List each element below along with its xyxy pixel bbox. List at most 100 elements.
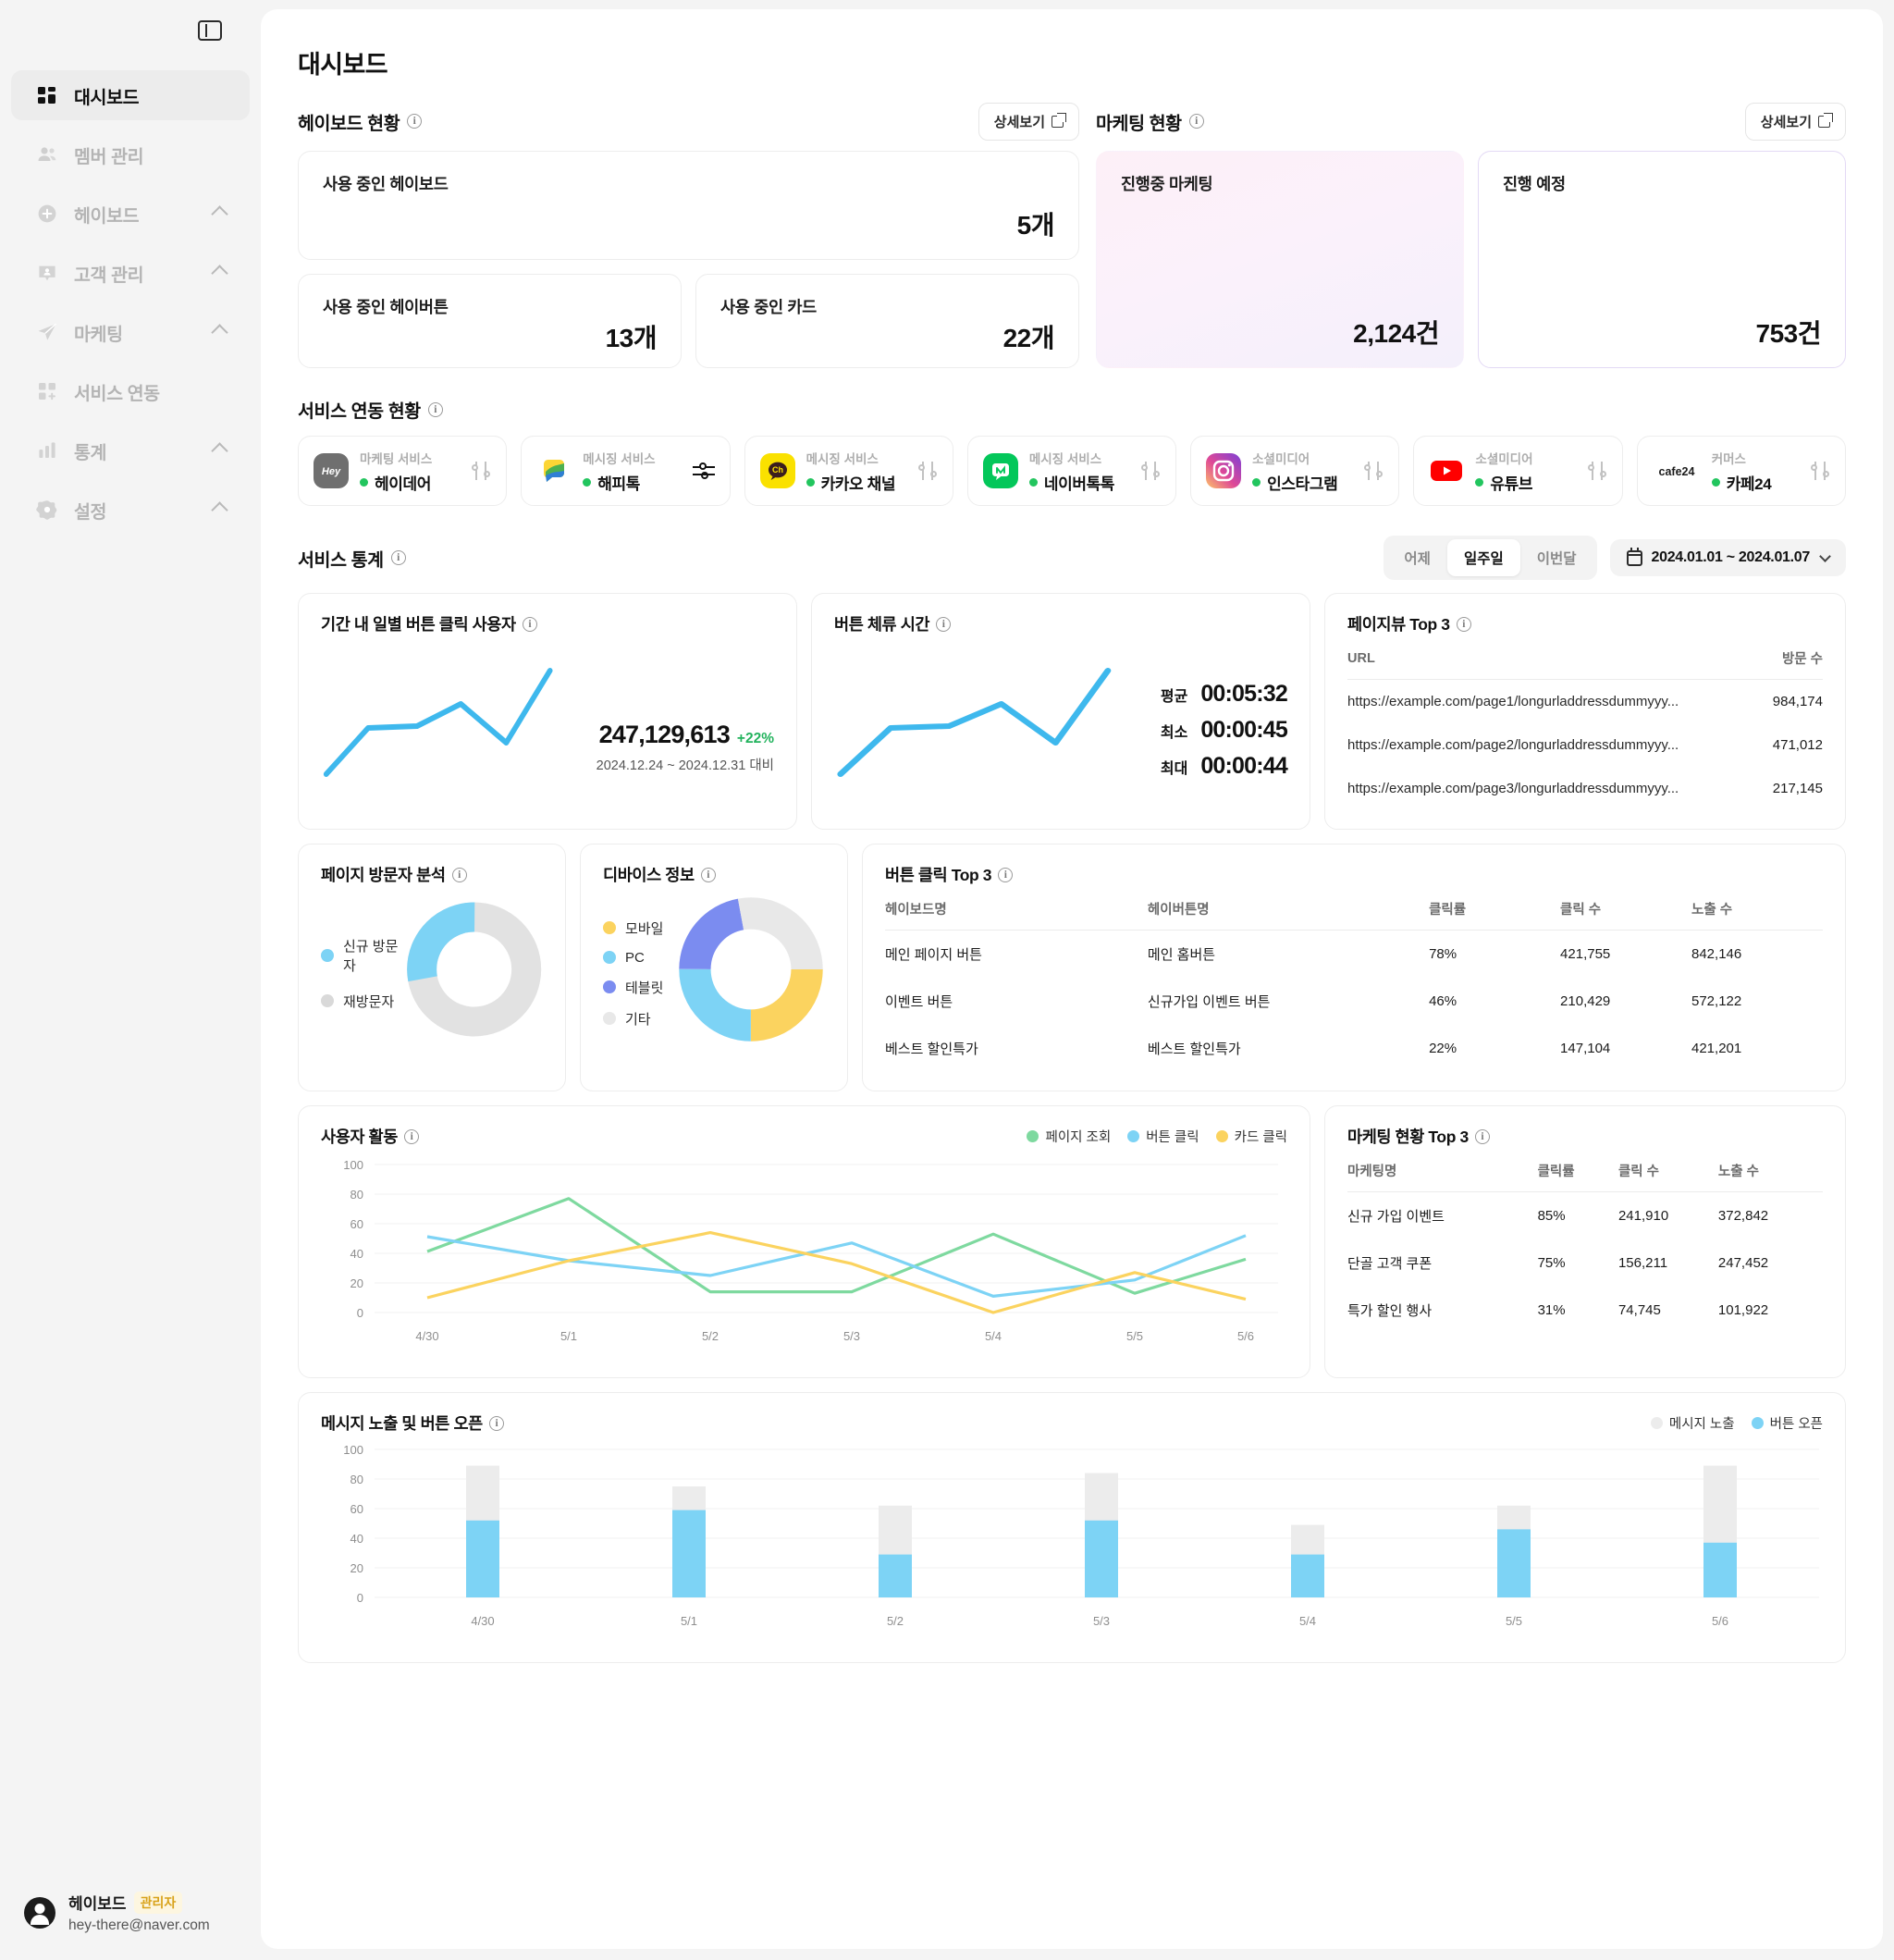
info-icon[interactable]: i: [1456, 616, 1471, 632]
pageview-table: URL 방문 수 https://example.com/page1/longu…: [1347, 635, 1823, 810]
service-name: 인스타그램: [1267, 475, 1338, 493]
card-title-text: 버튼 클릭 Top 3: [885, 866, 992, 884]
table-row[interactable]: 베스트 할인특가 베스트 할인특가 22% 147,104 421,201: [885, 1025, 1823, 1072]
service-card-kakao-channel[interactable]: Ch 메시징 서비스 카카오 채널: [744, 436, 953, 506]
table-row[interactable]: 신규 가입 이벤트 85% 241,910 372,842: [1347, 1192, 1823, 1240]
cell-impressions: 247,452: [1717, 1255, 1769, 1271]
service-card-happytalk[interactable]: 메시징 서비스 해피톡: [521, 436, 731, 506]
heyboard-detail-button[interactable]: 상세보기: [978, 102, 1079, 141]
table-row[interactable]: 단골 고객 쿠폰 75% 156,211 247,452: [1347, 1239, 1823, 1287]
column-header-ctr: 클릭률: [1537, 1148, 1618, 1192]
sidebar-item-label: 마케팅: [74, 324, 123, 345]
legend-color-swatch: [1215, 1130, 1228, 1142]
external-link-icon: [1052, 112, 1066, 128]
svg-text:4/30: 4/30: [415, 1329, 438, 1343]
sidebar-nav: 대시보드 멤버 관리 헤이보드 고객 관리: [0, 70, 261, 544]
service-stats-header: 서비스 통계 i 어제 일주일 이번달 2024.01.01 ~ 2024.01…: [298, 536, 1846, 580]
status-dot: [360, 477, 368, 487]
range-option-week[interactable]: 일주일: [1446, 539, 1520, 576]
status-dot: [1252, 477, 1261, 487]
cell-clicks: 156,211: [1617, 1255, 1668, 1271]
card-message-open: 메시지 노출 및 버튼 오픈 i 메시지 노출 버튼 오픈 100 80 60 40 2…: [298, 1392, 1846, 1663]
info-icon[interactable]: i: [522, 616, 537, 632]
card-user-activity: 사용자 활동 i 페이지 조회 버튼 클릭 카드 클릭 100 80 60: [298, 1105, 1310, 1378]
service-card-cafe24[interactable]: cafe24 커머스 카페24: [1636, 436, 1846, 506]
chevron-down-icon: [1819, 549, 1831, 562]
table-row[interactable]: 특가 할인 행사 31% 74,745 101,922: [1347, 1287, 1823, 1334]
panel-toggle-icon[interactable]: [198, 20, 222, 41]
info-icon[interactable]: i: [427, 401, 443, 417]
info-icon[interactable]: i: [403, 1128, 419, 1144]
info-icon[interactable]: i: [407, 114, 423, 129]
cell-impressions: 101,922: [1717, 1302, 1769, 1318]
sidebar-item-marketing[interactable]: 마케팅: [11, 307, 250, 357]
sidebar-item-heyboard[interactable]: 헤이보드: [11, 189, 250, 239]
cell-button: 베스트 할인특가: [1147, 1042, 1241, 1057]
marketing-detail-button[interactable]: 상세보기: [1744, 102, 1846, 141]
settings-sliders-icon[interactable]: [917, 462, 938, 480]
sidebar-item-customers[interactable]: 고객 관리: [11, 248, 250, 298]
message-open-bar-chart: 100 80 60 40 20 0 4/30 5/1 5/2 5/3 5/4 5/5 5/6: [343, 1443, 1819, 1628]
svg-text:cafe24: cafe24: [1658, 465, 1694, 478]
table-row[interactable]: 이벤트 버튼 신규가입 이벤트 버튼 46% 210,429 572,122: [885, 978, 1823, 1025]
settings-sliders-icon[interactable]: [692, 462, 715, 480]
stat-value: 753건: [1755, 319, 1822, 348]
settings-sliders-icon[interactable]: [471, 462, 491, 480]
service-card-heydear[interactable]: Hey 마케팅 서비스 헤이데어: [298, 436, 508, 506]
settings-sliders-icon[interactable]: [1810, 462, 1830, 480]
table-row[interactable]: https://example.com/page3/longurladdress…: [1347, 767, 1823, 810]
settings-sliders-icon[interactable]: [1140, 462, 1161, 480]
info-icon[interactable]: i: [1474, 1128, 1490, 1144]
chevron-up-icon[interactable]: [211, 441, 228, 460]
daily-click-compare: 2024.12.24 ~ 2024.12.31 대비: [596, 758, 774, 773]
info-icon[interactable]: i: [998, 867, 1014, 882]
table-row[interactable]: https://example.com/page1/longurladdress…: [1347, 680, 1823, 724]
service-integration-section: 서비스 연동 현황 i Hey 마케팅 서비스 헤이데어: [298, 396, 1846, 506]
info-icon[interactable]: i: [1188, 114, 1204, 129]
table-row[interactable]: 메인 페이지 버튼 메인 홈버튼 78% 421,755 842,146: [885, 931, 1823, 979]
chevron-up-icon[interactable]: [211, 264, 228, 282]
service-card-navertalk[interactable]: 메시징 서비스 네이버톡톡: [966, 436, 1177, 506]
section-title: 서비스 연동 현황: [298, 401, 421, 422]
svg-text:40: 40: [351, 1247, 363, 1261]
service-card-instagram[interactable]: 소셜미디어 인스타그램: [1190, 436, 1400, 506]
legend-color-swatch: [1127, 1130, 1140, 1142]
column-header-button: 헤이버튼명: [1147, 886, 1430, 931]
sidebar-item-statistics[interactable]: 통계: [11, 425, 250, 475]
info-icon[interactable]: i: [488, 1415, 504, 1431]
plus-circle-icon: [35, 202, 59, 226]
range-option-yesterday[interactable]: 어제: [1404, 551, 1431, 567]
table-row[interactable]: https://example.com/page2/longurladdress…: [1347, 723, 1823, 767]
range-option-month[interactable]: 이번달: [1536, 551, 1577, 567]
profile-name: 헤이보드: [68, 1895, 127, 1913]
chevron-up-icon[interactable]: [211, 204, 228, 223]
user-profile[interactable]: 헤이보드 관리자 hey-there@naver.com: [0, 1891, 261, 1934]
dwell-row-label: 최대: [1160, 761, 1188, 777]
settings-sliders-icon[interactable]: [1587, 462, 1607, 480]
stat-label: 사용 중인 카드: [720, 298, 817, 316]
date-range-picker[interactable]: 2024.01.01 ~ 2024.01.07: [1609, 539, 1846, 576]
cell-url: https://example.com/page2/longurladdress…: [1347, 737, 1679, 753]
stat-card-heybuttons: 사용 중인 헤이버튼 13개: [298, 274, 682, 368]
service-card-list: Hey 마케팅 서비스 헤이데어 메시징 서비스: [298, 436, 1846, 506]
service-card-youtube[interactable]: 소셜미디어 유튜브: [1413, 436, 1623, 506]
visitor-legend: 신규 방문자 재방문자: [321, 929, 405, 1011]
profile-email: hey-there@naver.com: [68, 1917, 210, 1933]
chevron-up-icon[interactable]: [211, 500, 228, 519]
info-icon[interactable]: i: [700, 867, 716, 882]
legend-color-swatch: [603, 951, 616, 964]
info-icon[interactable]: i: [451, 867, 467, 882]
sidebar-item-members[interactable]: 멤버 관리: [11, 129, 250, 179]
info-icon[interactable]: i: [390, 550, 406, 565]
settings-sliders-icon[interactable]: [1363, 462, 1384, 480]
legend-label: 테블릿: [625, 980, 664, 996]
sidebar-item-service-integration[interactable]: 서비스 연동: [11, 366, 250, 416]
info-icon[interactable]: i: [936, 616, 952, 632]
stat-card-planned-marketing: 진행 예정 753건: [1478, 151, 1846, 368]
sidebar-item-dashboard[interactable]: 대시보드: [11, 70, 250, 120]
stats-summary-row: 기간 내 일별 버튼 클릭 사용자 i 247,129,613 +22% 2024.…: [298, 593, 1846, 830]
sidebar-item-settings[interactable]: 설정: [11, 485, 250, 535]
cell-name: 단골 고객 쿠폰: [1347, 1256, 1433, 1272]
chevron-up-icon[interactable]: [211, 323, 228, 341]
